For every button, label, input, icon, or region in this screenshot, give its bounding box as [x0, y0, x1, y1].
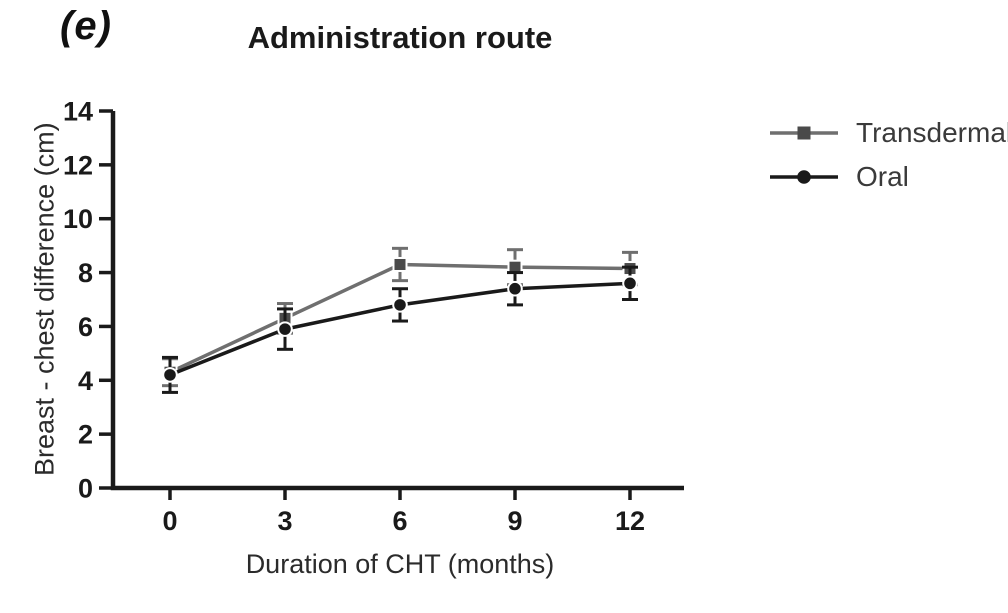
- marker-square-transdermal: [392, 256, 408, 272]
- marker-circle-oral: [622, 275, 638, 292]
- x-axis-title: Duration of CHT (months): [245, 549, 555, 579]
- marker-circle-oral: [507, 280, 523, 297]
- chart-title: Administration route: [247, 20, 553, 55]
- marker-circle-oral: [277, 321, 293, 337]
- legend-item-oral: Oral: [768, 160, 1008, 194]
- y-tick-label: 14: [63, 97, 93, 127]
- x-tick-label: 9: [507, 506, 522, 536]
- y-tick-label: 8: [78, 258, 93, 288]
- x-tick-label: 6: [392, 506, 407, 536]
- y-axis-title: Breast - chest difference (cm): [29, 122, 60, 477]
- y-tick-label: 4: [78, 366, 93, 396]
- x-tick-label: 0: [162, 506, 177, 536]
- marker-circle-oral: [162, 367, 178, 383]
- transdermal-marker-icon: [770, 126, 838, 140]
- legend: Transdermal Oral: [768, 116, 1008, 194]
- x-tick-label: 12: [615, 506, 645, 536]
- legend-item-transdermal: Transdermal: [768, 116, 1008, 150]
- y-tick-label: 2: [78, 420, 93, 450]
- marker-circle-oral: [392, 297, 408, 313]
- y-tick-label: 10: [63, 204, 93, 234]
- y-tick-label: 0: [78, 474, 93, 504]
- y-tick-label: 6: [78, 312, 93, 342]
- x-tick-label: 3: [277, 506, 292, 536]
- legend-label-oral: Oral: [856, 161, 909, 192]
- oral-marker-icon: [770, 170, 838, 184]
- panel-label: (e): [60, 4, 112, 48]
- y-tick-label: 12: [63, 150, 93, 180]
- legend-label-transdermal: Transdermal: [856, 117, 1008, 148]
